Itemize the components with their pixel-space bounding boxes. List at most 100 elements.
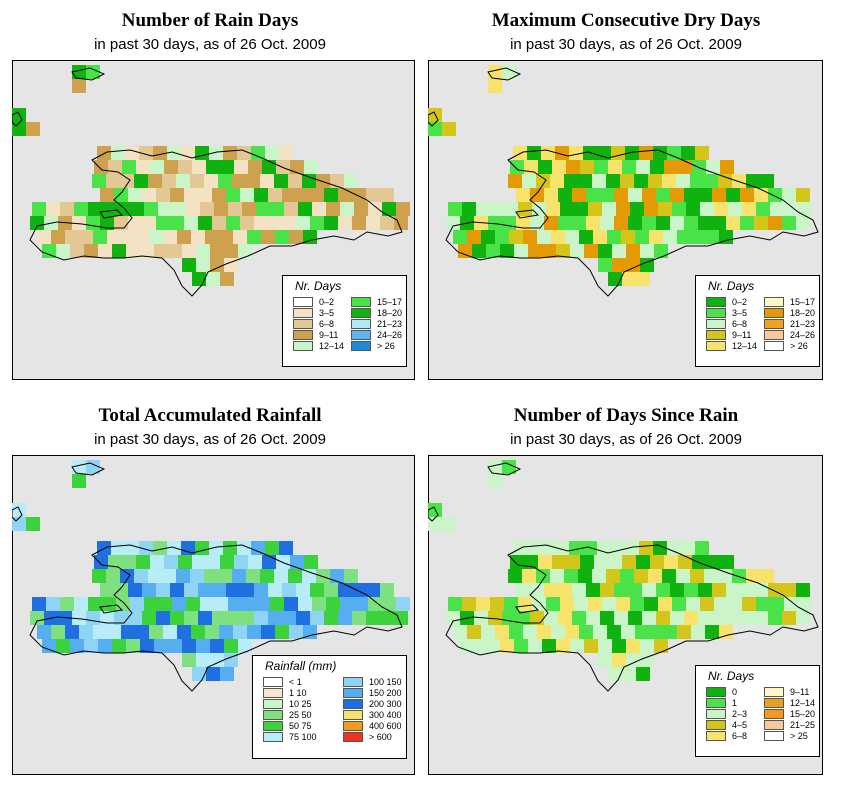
map-grid-cell <box>667 541 681 555</box>
island-outline <box>445 544 819 692</box>
map-grid-cell <box>656 188 670 202</box>
legend-label: 2–3 <box>732 708 748 719</box>
map-grid-cell <box>304 160 318 174</box>
map-grid-cell <box>636 667 650 681</box>
map-grid-cell <box>621 625 635 639</box>
legend-item: 18–20 <box>351 307 402 318</box>
map-grid-cell <box>760 569 774 583</box>
map-grid-cell <box>289 625 303 639</box>
map-grid-cell <box>446 611 460 625</box>
map-grid-cell <box>700 202 714 216</box>
map-grid-cell <box>640 653 654 667</box>
map-grid-cell <box>597 146 611 160</box>
legend-item: 25 50 <box>263 709 312 720</box>
island-outline <box>445 149 819 297</box>
map-grid-cell <box>112 639 126 653</box>
map-grid-cell <box>486 244 500 258</box>
map-grid-cell <box>600 188 614 202</box>
map-grid-cell <box>649 230 663 244</box>
map-grid-cell <box>532 597 546 611</box>
map-grid-cell <box>528 639 542 653</box>
islet-outline <box>428 506 439 522</box>
map-grid-cell <box>453 625 467 639</box>
map-grid-cell <box>139 146 153 160</box>
legend-label: 0–2 <box>732 296 748 307</box>
map-grid-cell <box>558 216 572 230</box>
map-grid-cell <box>551 625 565 639</box>
map-grid-cell <box>495 230 509 244</box>
map-grid-cell <box>219 230 233 244</box>
map-grid-cell <box>796 188 810 202</box>
map-grid-cell <box>625 146 639 160</box>
map-grid-cell <box>192 555 206 569</box>
map-grid-cell <box>32 202 46 216</box>
map-grid-cell <box>140 244 154 258</box>
map-grid-cell <box>560 202 574 216</box>
map-grid-cell <box>254 216 268 230</box>
map-grid-cell <box>524 160 538 174</box>
map-grid-cell <box>209 541 223 555</box>
map-grid-cell <box>538 555 552 569</box>
map-grid-cell <box>312 202 326 216</box>
map-grid-cell <box>798 202 812 216</box>
legend-swatch <box>706 686 726 697</box>
map-grid-cell <box>223 541 237 555</box>
map-grid-cell <box>644 597 658 611</box>
legend-label: 24–26 <box>790 329 816 340</box>
map-grid-cell <box>196 258 210 272</box>
map-grid-cell <box>616 202 630 216</box>
map-grid-cell <box>32 597 46 611</box>
map-grid-cell <box>614 216 628 230</box>
map-grid-cell <box>148 174 162 188</box>
map-grid-cell <box>556 639 570 653</box>
map-grid-cell <box>302 174 316 188</box>
map-grid-cell <box>92 174 106 188</box>
map-grid-cell <box>768 583 782 597</box>
map-grid-cell <box>60 202 74 216</box>
map-grid-cell <box>310 216 324 230</box>
map-grid-cell <box>681 541 695 555</box>
map-grid-cell <box>626 258 640 272</box>
map-grid-cell <box>338 611 352 625</box>
map-grid-cell <box>205 625 219 639</box>
legend-swatch <box>263 731 283 742</box>
map-grid-cell <box>135 625 149 639</box>
map-grid-cell <box>509 625 523 639</box>
map-grid-cell <box>768 216 782 230</box>
map-grid-cell <box>541 146 555 160</box>
map-grid-cell <box>488 216 502 230</box>
map-grid-cell <box>210 653 224 667</box>
map-grid-cell <box>614 611 628 625</box>
map-grid-cell <box>530 188 544 202</box>
map-grid-cell <box>608 272 622 286</box>
map-grid-cell <box>516 188 530 202</box>
map-grid-cell <box>380 188 394 202</box>
map-grid-cell <box>72 79 86 93</box>
map-grid-cell <box>642 611 656 625</box>
legend-label: 1 10 <box>289 687 307 698</box>
map-grid-cell <box>268 216 282 230</box>
map-grid-cell <box>650 160 664 174</box>
map-grid-cell <box>704 174 718 188</box>
map-grid-cell <box>128 583 142 597</box>
map-grid-cell <box>678 555 692 569</box>
map-grid-cell <box>705 625 719 639</box>
map-grid-cell <box>448 202 462 216</box>
map-grid-cell <box>298 202 312 216</box>
map-grid-cell <box>177 230 191 244</box>
legend-label: 4–5 <box>732 719 748 730</box>
map-grid-cell <box>70 639 84 653</box>
map-grid-cell <box>247 625 261 639</box>
map-grid-cell <box>598 258 612 272</box>
map-grid-cell <box>476 597 490 611</box>
map-grid-cell <box>237 146 251 160</box>
map-grid-cell <box>514 639 528 653</box>
map-grid-cell <box>712 188 726 202</box>
island-outline <box>29 544 403 692</box>
map-grid-cell <box>226 611 240 625</box>
map-grid-cell <box>656 583 670 597</box>
map-grid-cell <box>84 639 98 653</box>
map-grid-cell <box>178 555 192 569</box>
map-grid-cell <box>144 597 158 611</box>
legend-swatch <box>706 719 726 730</box>
